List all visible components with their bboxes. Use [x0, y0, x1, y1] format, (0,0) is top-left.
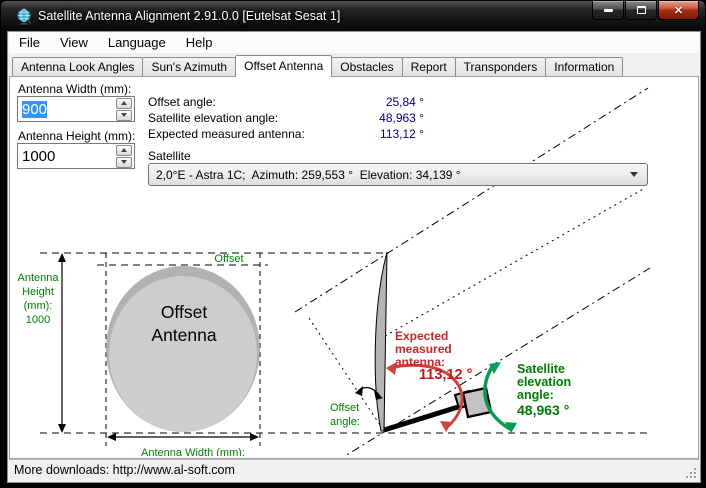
antenna-face-ellipse	[109, 276, 257, 432]
expected-angle-arc	[389, 363, 464, 430]
satellite-direction-line-top	[294, 87, 649, 313]
globe-icon	[17, 8, 32, 25]
height-spin-up-button[interactable]	[116, 144, 132, 156]
dish-label-line2: Antenna	[151, 325, 216, 345]
aperture-projection-line	[308, 317, 385, 432]
menu-view[interactable]: View	[59, 35, 88, 50]
client-area: File View Language Help Antenna Look Ang…	[7, 31, 701, 483]
lnb-arm	[383, 400, 472, 433]
offset-angle-label-line1: Offset	[330, 402, 359, 414]
menu-file[interactable]: File	[19, 35, 40, 50]
tabbar: Antenna Look Angles Sun's Azimuth Offset…	[9, 53, 699, 77]
close-icon: ✕	[673, 4, 684, 17]
satellite-dropdown[interactable]: 2,0°E - Astra 1C; Azimuth: 259,553 ° Ele…	[148, 163, 648, 186]
satellite-dropdown-value: 2,0°E - Astra 1C; Azimuth: 259,553 ° Ele…	[156, 167, 461, 182]
antenna-width-label: Antenna Width (mm):	[18, 82, 132, 96]
offset-angle-result-label: Offset angle:	[148, 95, 216, 109]
offset-gap-label: Offset	[214, 253, 243, 265]
expected-label-line3: antenna:	[395, 355, 445, 369]
antenna-width-value[interactable]: 900	[22, 100, 48, 118]
tab-obstacles[interactable]: Obstacles	[331, 57, 403, 76]
tab-suns-azimuth[interactable]: Sun's Azimuth	[142, 57, 237, 76]
offset-antenna-diagram: Offset Antenna Offset Antenna Height (mm…	[18, 87, 651, 456]
maximize-icon	[636, 6, 646, 14]
menubar: File View Language Help	[9, 32, 699, 53]
elevation-value: 48,963 °	[517, 402, 569, 418]
antenna-width-spinner[interactable]: 900	[17, 96, 135, 122]
elevation-label-line1: Satellite	[517, 362, 565, 376]
resize-grip-icon[interactable]	[684, 466, 696, 478]
width-spin-up-button[interactable]	[116, 97, 132, 109]
window-controls: ✕	[592, 1, 699, 20]
height-spin-down-button[interactable]	[116, 156, 132, 168]
elevation-result-value: 48,963 °	[379, 111, 424, 125]
height-label-line4: 1000	[26, 314, 50, 326]
statusbar: More downloads: http://www.al-soft.com	[9, 459, 699, 481]
elevation-label-line3: angle:	[517, 388, 554, 402]
expected-value: 113,12 °	[419, 367, 473, 383]
dish-label-line1: Offset	[161, 302, 208, 322]
up-triangle-icon	[121, 101, 127, 105]
maximize-button[interactable]	[625, 1, 657, 20]
offset-angle-label-line2: angle:	[330, 416, 360, 428]
window-title: Satellite Antenna Alignment 2.91.0.0 [Eu…	[38, 9, 341, 23]
down-triangle-icon	[121, 160, 127, 164]
expected-label-line1: Expected	[395, 329, 448, 343]
dish-profile	[374, 251, 388, 432]
expected-result-label: Expected measured antenna:	[148, 127, 305, 141]
width-dimension-label: Antenna Width (mm):	[141, 447, 245, 456]
up-triangle-icon	[121, 148, 127, 152]
height-label-line1: Antenna	[18, 272, 60, 284]
tab-transponders[interactable]: Transponders	[454, 57, 547, 76]
menu-language[interactable]: Language	[107, 35, 166, 50]
expected-label-line2: measured	[395, 342, 452, 356]
height-label-line3: (mm):	[24, 300, 53, 312]
expected-result-value: 113,12 °	[380, 127, 424, 141]
tab-antenna-look-angles[interactable]: Antenna Look Angles	[12, 57, 144, 76]
status-text: More downloads: http://www.al-soft.com	[14, 463, 235, 477]
antenna-height-spinner[interactable]: 1000	[17, 143, 135, 169]
antenna-height-label: Antenna Height (mm):	[18, 129, 136, 143]
titlebar[interactable]: Satellite Antenna Alignment 2.91.0.0 [Eu…	[1, 1, 705, 31]
elevation-label-line2: elevation	[517, 375, 571, 389]
minimize-icon	[603, 8, 613, 12]
elevation-angle-arc	[483, 366, 511, 431]
tab-offset-antenna[interactable]: Offset Antenna	[235, 55, 333, 77]
tab-report[interactable]: Report	[401, 57, 456, 76]
dropdown-arrow-icon	[630, 172, 638, 177]
antenna-height-value[interactable]: 1000	[22, 147, 56, 165]
tab-information[interactable]: Information	[545, 57, 624, 76]
close-button[interactable]: ✕	[658, 1, 699, 20]
minimize-button[interactable]	[592, 1, 624, 20]
height-label-line2: Height	[22, 286, 54, 298]
satellite-direction-line-middle	[384, 187, 646, 337]
elevation-result-label: Satellite elevation angle:	[148, 111, 279, 125]
satellite-label: Satellite	[148, 149, 191, 163]
width-spin-down-button[interactable]	[116, 109, 132, 121]
offset-angle-result-value: 25,84 °	[385, 95, 424, 109]
menu-help[interactable]: Help	[185, 35, 213, 50]
down-triangle-icon	[121, 113, 127, 117]
